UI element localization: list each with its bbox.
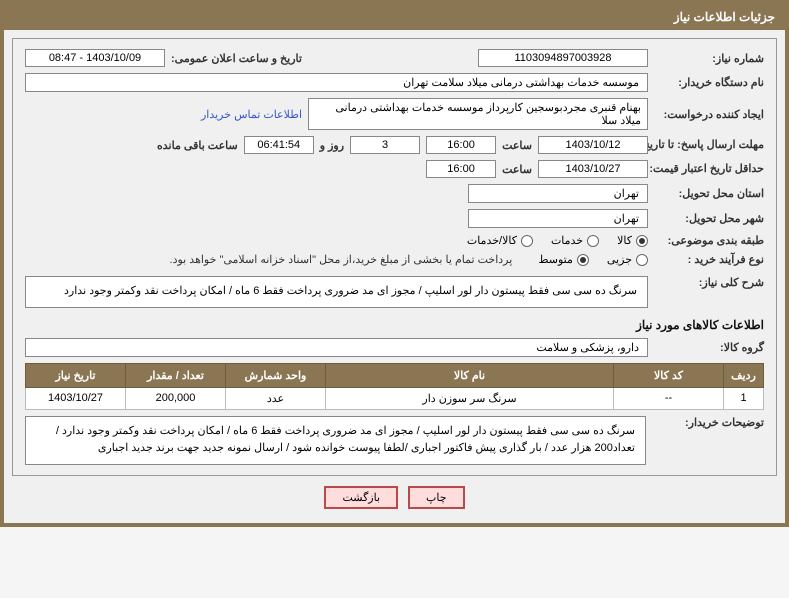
- requester-field: بهنام قنبری مجردبوسجین کارپرداز موسسه خد…: [308, 98, 648, 130]
- th-unit: واحد شمارش: [226, 363, 326, 387]
- category-label: طبقه بندی موضوعی:: [654, 234, 764, 247]
- buyer-notes-box: سرنگ ده سی سی فقط پیستون دار لور اسلیپ /…: [25, 416, 646, 465]
- cell-name: سرنگ سر سوزن دار: [326, 387, 614, 409]
- reply-time-field: 16:00: [426, 136, 496, 154]
- details-box: شماره نیاز: 1103094897003928 تاریخ و ساع…: [12, 38, 777, 476]
- price-validity-label: حداقل تاریخ اعتبار قیمت: تا تاریخ:: [654, 162, 764, 176]
- radio-jozi[interactable]: جزیی: [607, 253, 648, 266]
- radio-icon: [577, 254, 589, 266]
- time-remaining-field: 06:41:54: [244, 136, 314, 154]
- radio-icon: [521, 235, 533, 247]
- cell-code: --: [614, 387, 724, 409]
- summary-box: سرنگ ده سی سی فقط پیستون دار لور اسلیپ /…: [25, 276, 648, 308]
- radio-kala-khadamat[interactable]: کالا/خدمات: [467, 234, 533, 247]
- radio-khadamat[interactable]: خدمات: [551, 234, 599, 247]
- reply-date-field: 1403/10/12: [538, 136, 648, 154]
- radio-kala-khadamat-label: کالا/خدمات: [467, 234, 517, 247]
- th-code: کد کالا: [614, 363, 724, 387]
- buyer-org-label: نام دستگاه خریدار:: [654, 76, 764, 89]
- need-number-field: 1103094897003928: [478, 49, 648, 67]
- city-field: تهران: [468, 209, 648, 228]
- radio-motevaset[interactable]: متوسط: [538, 253, 589, 266]
- cell-date: 1403/10/27: [26, 387, 126, 409]
- th-date: تاریخ نیاز: [26, 363, 126, 387]
- content-area: AriaTender.net شماره نیاز: 1103094897003…: [4, 30, 785, 523]
- remaining-label: ساعت باقی مانده: [157, 139, 238, 152]
- announce-label: تاریخ و ساعت اعلان عمومی:: [171, 52, 302, 65]
- items-section-title: اطلاعات کالاهای مورد نیاز: [25, 318, 764, 332]
- table-row: 1 -- سرنگ سر سوزن دار عدد 200,000 1403/1…: [26, 387, 764, 409]
- window: جزئیات اطلاعات نیاز AriaTender.net شماره…: [0, 0, 789, 527]
- radio-icon: [636, 235, 648, 247]
- radio-kala[interactable]: کالا: [617, 234, 648, 247]
- purchase-note: پرداخت تمام یا بخشی از مبلغ خرید،از محل …: [170, 253, 513, 266]
- purchase-type-radio-group: جزیی متوسط: [538, 253, 648, 266]
- radio-kala-label: کالا: [617, 234, 632, 247]
- radio-icon: [636, 254, 648, 266]
- need-number-label: شماره نیاز:: [654, 52, 764, 65]
- city-label: شهر محل تحویل:: [654, 212, 764, 225]
- goods-group-label: گروه کالا:: [654, 341, 764, 354]
- province-label: استان محل تحویل:: [654, 187, 764, 200]
- window-title: جزئیات اطلاعات نیاز: [674, 10, 775, 24]
- summary-label: شرح کلی نیاز:: [654, 276, 764, 289]
- price-time-field: 16:00: [426, 160, 496, 178]
- title-bar: جزئیات اطلاعات نیاز: [4, 4, 785, 30]
- days-remaining-field: 3: [350, 136, 420, 154]
- buyer-notes-label: توضیحات خریدار:: [654, 416, 764, 429]
- button-bar: چاپ بازگشت: [12, 476, 777, 515]
- print-button[interactable]: چاپ: [408, 486, 465, 509]
- announce-field: 1403/10/09 - 08:47: [25, 49, 165, 67]
- requester-label: ایجاد کننده درخواست:: [654, 108, 764, 121]
- radio-icon: [587, 235, 599, 247]
- goods-group-field: دارو، پزشکی و سلامت: [25, 338, 648, 357]
- radio-jozi-label: جزیی: [607, 253, 632, 266]
- items-table: ردیف کد کالا نام کالا واحد شمارش تعداد /…: [25, 363, 764, 410]
- category-radio-group: کالا خدمات کالا/خدمات: [467, 234, 648, 247]
- radio-khadamat-label: خدمات: [551, 234, 583, 247]
- price-date-field: 1403/10/27: [538, 160, 648, 178]
- radio-motevaset-label: متوسط: [538, 253, 573, 266]
- th-row: ردیف: [724, 363, 764, 387]
- time-label-1: ساعت: [502, 139, 532, 152]
- time-label-2: ساعت: [502, 163, 532, 176]
- th-qty: تعداد / مقدار: [126, 363, 226, 387]
- contact-link[interactable]: اطلاعات تماس خریدار: [201, 108, 302, 121]
- cell-row: 1: [724, 387, 764, 409]
- cell-qty: 200,000: [126, 387, 226, 409]
- province-field: تهران: [468, 184, 648, 203]
- back-button[interactable]: بازگشت: [324, 486, 398, 509]
- reply-deadline-label: مهلت ارسال پاسخ: تا تاریخ:: [654, 138, 764, 152]
- buyer-org-field: موسسه خدمات بهداشتی درمانی میلاد سلامت ت…: [25, 73, 648, 92]
- th-name: نام کالا: [326, 363, 614, 387]
- purchase-type-label: نوع فرآیند خرید :: [654, 253, 764, 266]
- cell-unit: عدد: [226, 387, 326, 409]
- days-label: روز و: [320, 139, 344, 152]
